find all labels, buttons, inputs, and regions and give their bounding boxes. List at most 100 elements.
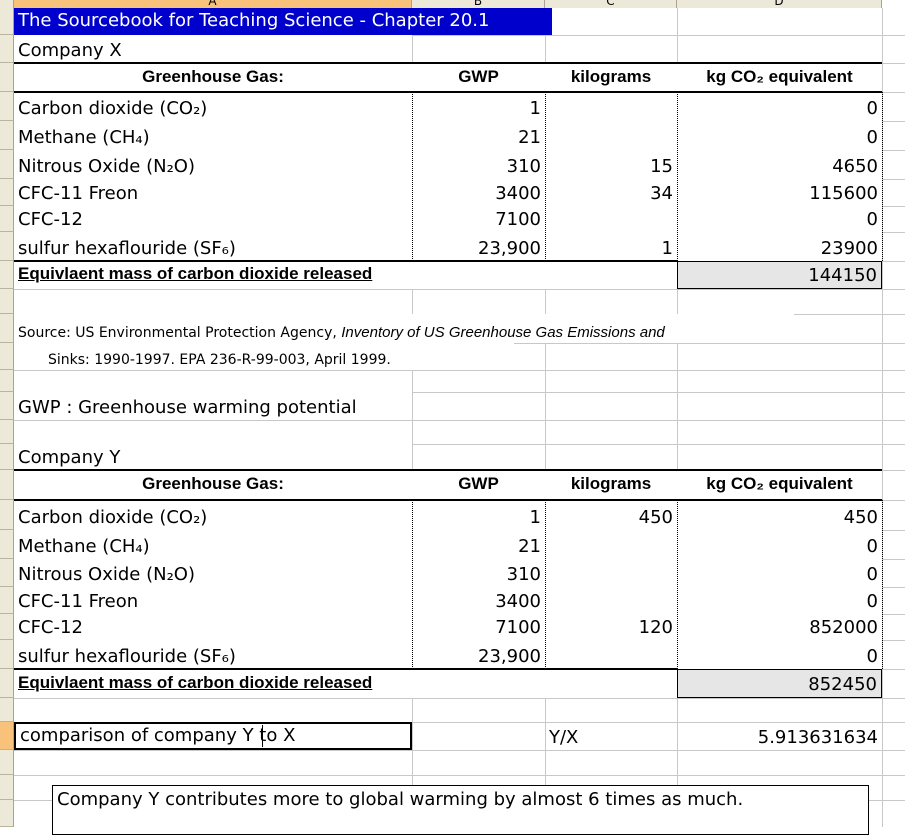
kilograms-value[interactable] — [545, 587, 677, 614]
total-label[interactable]: Equivlaent mass of carbon dioxide releas… — [14, 669, 677, 698]
co2-equivalent-value[interactable]: 23900 — [677, 232, 882, 261]
header-gwp[interactable]: GWP — [412, 63, 545, 92]
column-header-b[interactable]: B — [412, 0, 545, 8]
gwp-value[interactable]: 23,900 — [412, 640, 545, 669]
kilograms-value[interactable] — [545, 121, 677, 150]
row-header[interactable] — [0, 392, 14, 420]
row-header[interactable] — [0, 800, 14, 827]
gas-name[interactable]: sulfur hexaflouride (SF₆) — [14, 640, 412, 669]
row-header[interactable] — [0, 750, 14, 775]
row-header[interactable] — [0, 698, 14, 722]
gas-name[interactable]: CFC-12 — [14, 614, 412, 640]
gwp-value[interactable]: 21 — [412, 530, 545, 559]
gas-name[interactable]: sulfur hexaflouride (SF₆) — [14, 232, 412, 261]
co2-equivalent-value[interactable]: 450 — [677, 500, 882, 530]
row-header[interactable] — [0, 500, 14, 530]
co2-equivalent-value[interactable]: 0 — [677, 530, 882, 559]
row-header[interactable] — [0, 150, 14, 179]
select-all-corner[interactable] — [0, 0, 14, 8]
gas-name[interactable]: CFC-11 Freon — [14, 587, 412, 614]
kilograms-value[interactable]: 34 — [545, 179, 677, 206]
column-header-c[interactable]: C — [545, 0, 677, 8]
company-name[interactable]: Company X — [14, 35, 412, 63]
gwp-note[interactable]: GWP : Greenhouse warming potential — [14, 392, 412, 420]
kilograms-value[interactable] — [545, 559, 677, 587]
row-header[interactable] — [0, 8, 14, 35]
company-name[interactable]: Company Y — [14, 444, 412, 470]
header-co2-equivalent[interactable]: kg CO₂ equivalent — [677, 470, 882, 500]
row-header[interactable] — [0, 420, 14, 444]
co2-equivalent-value[interactable]: 115600 — [677, 179, 882, 206]
total-label[interactable]: Equivlaent mass of carbon dioxide releas… — [14, 261, 677, 289]
gwp-value[interactable]: 1 — [412, 500, 545, 530]
gas-name[interactable]: Carbon dioxide (CO₂) — [14, 92, 412, 121]
header-co2-equivalent[interactable]: kg CO₂ equivalent — [677, 63, 882, 92]
co2-equivalent-value[interactable]: 0 — [677, 587, 882, 614]
row-header[interactable] — [0, 370, 14, 392]
row-header[interactable] — [0, 530, 14, 559]
row-header[interactable] — [0, 179, 14, 206]
co2-equivalent-value[interactable]: 0 — [677, 640, 882, 669]
row-header[interactable] — [0, 470, 14, 500]
row-header[interactable] — [0, 289, 14, 314]
row-header[interactable] — [0, 587, 14, 614]
kilograms-value[interactable]: 1 — [545, 232, 677, 261]
row-header[interactable] — [0, 669, 14, 698]
row-header[interactable] — [0, 343, 14, 370]
gas-name[interactable]: CFC-12 — [14, 206, 412, 232]
gwp-value[interactable]: 310 — [412, 150, 545, 179]
row-header[interactable] — [0, 35, 14, 63]
kilograms-value[interactable]: 15 — [545, 150, 677, 179]
co2-equivalent-value[interactable]: 0 — [677, 121, 882, 150]
kilograms-value[interactable] — [545, 92, 677, 121]
row-header[interactable] — [0, 444, 14, 470]
row-header[interactable] — [0, 121, 14, 150]
total-value[interactable]: 852450 — [677, 669, 882, 698]
gwp-value[interactable]: 3400 — [412, 587, 545, 614]
row-header[interactable] — [0, 261, 14, 289]
row-header[interactable] — [0, 206, 14, 232]
co2-equivalent-value[interactable]: 0 — [677, 206, 882, 232]
gas-name[interactable]: Carbon dioxide (CO₂) — [14, 500, 412, 530]
header-gas[interactable]: Greenhouse Gas: — [14, 470, 412, 500]
co2-equivalent-value[interactable]: 852000 — [677, 614, 882, 640]
text-box[interactable]: Company Y contributes more to global war… — [52, 785, 869, 835]
row-header[interactable] — [0, 232, 14, 261]
gwp-value[interactable]: 310 — [412, 559, 545, 587]
row-header[interactable] — [0, 314, 14, 343]
header-gas[interactable]: Greenhouse Gas: — [14, 63, 412, 92]
row-header[interactable] — [0, 614, 14, 640]
gwp-value[interactable]: 1 — [412, 92, 545, 121]
gas-name[interactable]: Nitrous Oxide (N₂O) — [14, 150, 412, 179]
gwp-value[interactable]: 21 — [412, 121, 545, 150]
co2-equivalent-value[interactable]: 4650 — [677, 150, 882, 179]
kilograms-value[interactable] — [545, 640, 677, 669]
co2-equivalent-value[interactable]: 0 — [677, 559, 882, 587]
header-gwp[interactable]: GWP — [412, 470, 545, 500]
gwp-value[interactable]: 3400 — [412, 179, 545, 206]
gas-name[interactable]: Methane (CH₄) — [14, 530, 412, 559]
header-kilograms[interactable]: kilograms — [545, 470, 677, 500]
co2-equivalent-value[interactable]: 0 — [677, 92, 882, 121]
gas-name[interactable]: Methane (CH₄) — [14, 121, 412, 150]
gas-name[interactable]: Nitrous Oxide (N₂O) — [14, 559, 412, 587]
kilograms-value[interactable] — [545, 530, 677, 559]
gwp-value[interactable]: 7100 — [412, 614, 545, 640]
row-header[interactable] — [0, 775, 14, 800]
kilograms-value[interactable]: 120 — [545, 614, 677, 640]
gwp-value[interactable]: 7100 — [412, 206, 545, 232]
column-header-d[interactable]: D — [677, 0, 882, 8]
row-header[interactable] — [0, 559, 14, 587]
total-value[interactable]: 144150 — [677, 261, 882, 289]
comparison-label-cell[interactable]: comparison of company Y to X — [14, 722, 412, 750]
kilograms-value[interactable]: 450 — [545, 500, 677, 530]
header-kilograms[interactable]: kilograms — [545, 63, 677, 92]
row-header[interactable] — [0, 722, 14, 750]
ratio-label[interactable]: Y/X — [549, 727, 579, 748]
row-header[interactable] — [0, 63, 14, 92]
ratio-value[interactable]: 5.913631634 — [757, 727, 878, 748]
row-header[interactable] — [0, 640, 14, 669]
gwp-value[interactable]: 23,900 — [412, 232, 545, 261]
gas-name[interactable]: CFC-11 Freon — [14, 179, 412, 206]
column-header-a[interactable]: A — [14, 0, 412, 8]
